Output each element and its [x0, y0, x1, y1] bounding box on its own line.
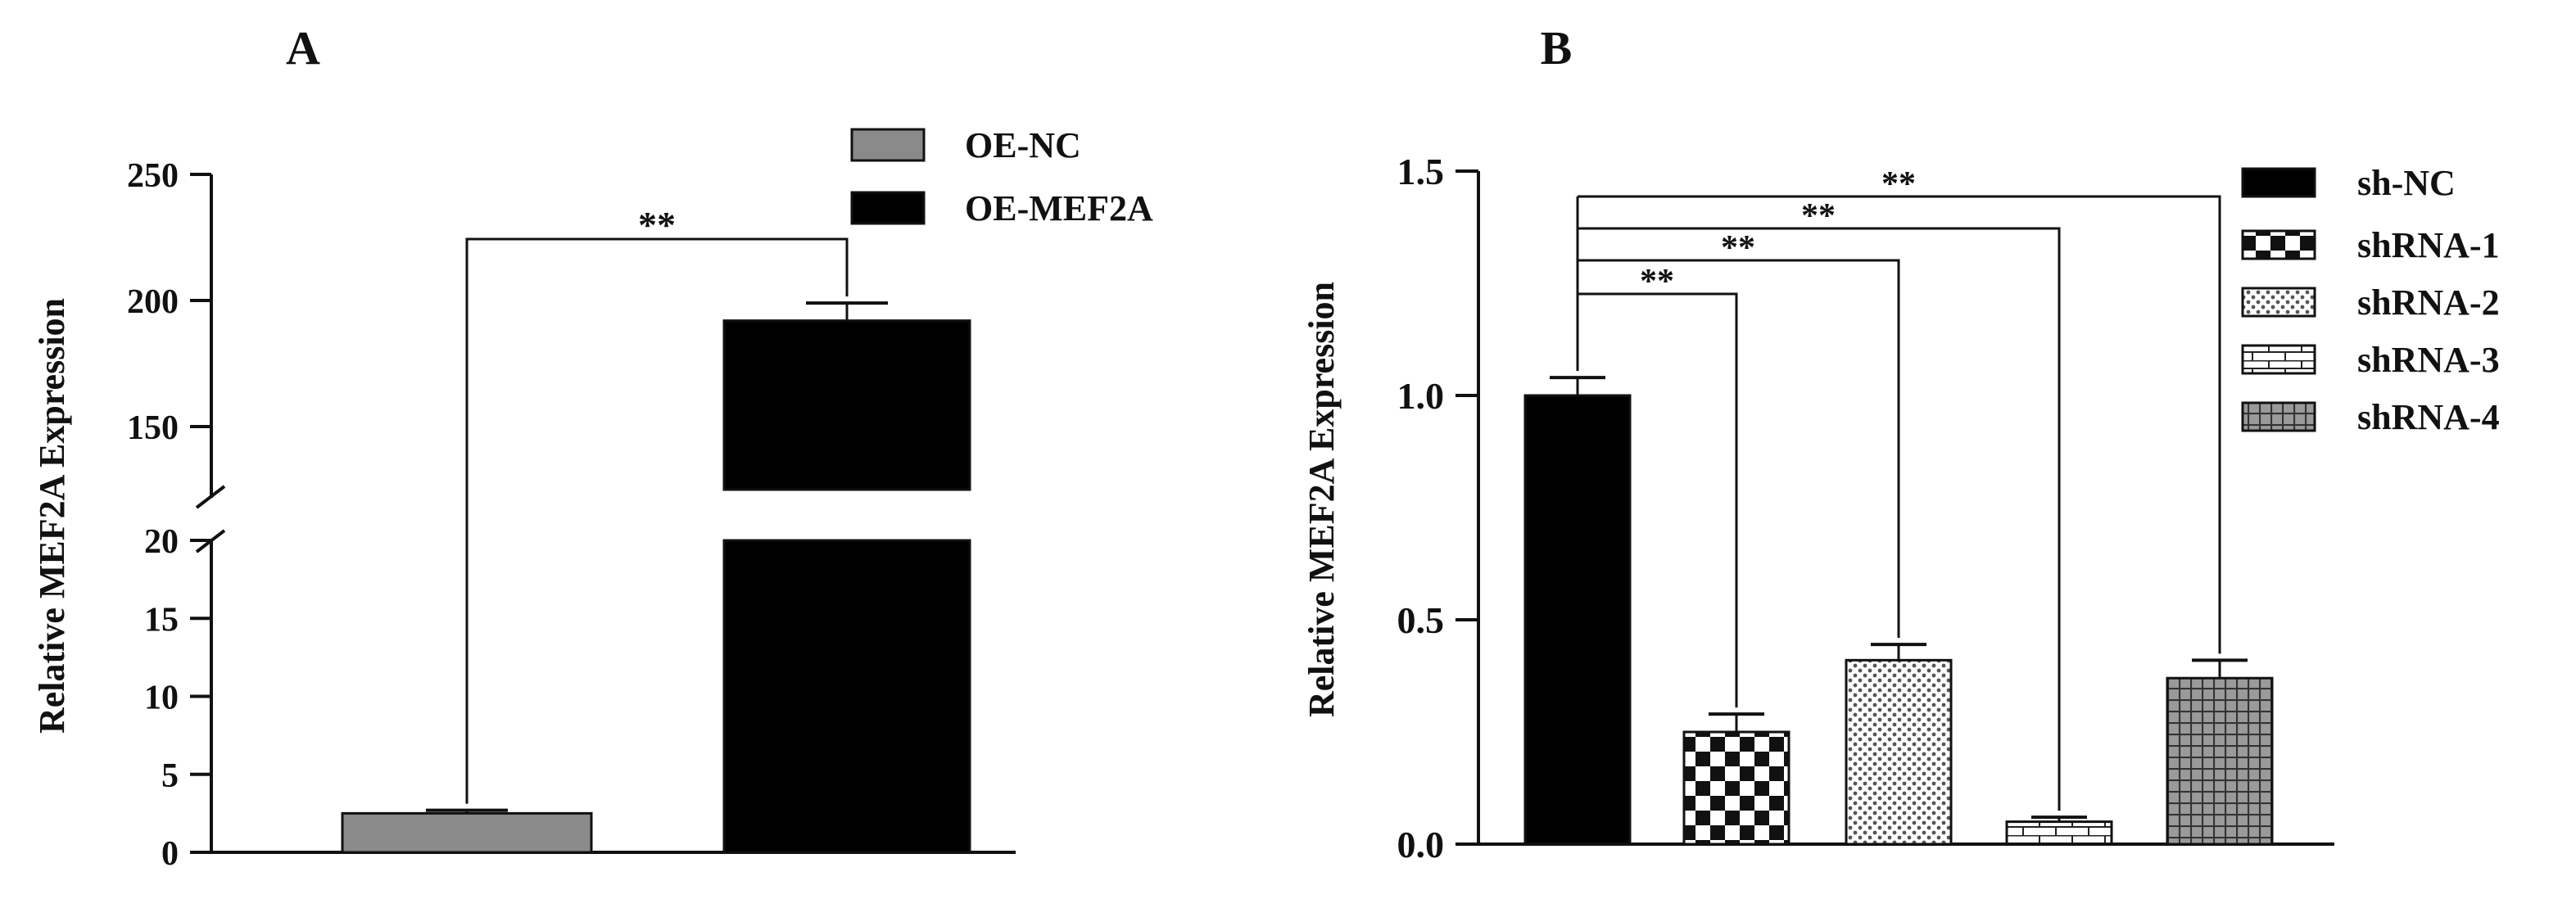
legend-label-shrna-1: shRNA-1 — [2357, 225, 2500, 265]
bar-oe-mef2a-upper — [722, 319, 971, 491]
legend-swatch-sh-nc — [2241, 167, 2316, 198]
bar-oe-mef2a-lower — [722, 539, 971, 854]
panel-a-label: A — [286, 21, 320, 75]
bar-sh-nc — [1523, 394, 1632, 846]
bar-shrna-3 — [2005, 820, 2113, 846]
y-tick-label: 250 — [127, 157, 179, 195]
panel-a-legend: OE-NC OE-MEF2A — [850, 125, 1153, 228]
bar-oe-nc — [341, 811, 593, 854]
legend-label-shrna-4: shRNA-4 — [2357, 397, 2500, 437]
panel-a-ylabel: Relative MEF2A Expression — [32, 298, 72, 734]
significance-label: ** — [638, 204, 676, 246]
significance-label: ** — [1801, 197, 1836, 235]
significance-bracket — [1578, 292, 1738, 708]
legend-swatch-oe-nc — [850, 128, 926, 162]
y-tick-label: 20 — [144, 523, 179, 561]
significance-bracket — [1578, 259, 1900, 639]
legend-label-sh-nc: sh-NC — [2357, 163, 2456, 203]
y-tick-label: 0.0 — [1397, 824, 1445, 865]
y-tick-label: 10 — [144, 680, 179, 717]
legend-label-shrna-2: shRNA-2 — [2357, 282, 2500, 323]
significance-bracket — [1578, 195, 2221, 654]
panel-b-chart: 0.0 0.5 1.0 1.5 ** ** ** ** — [1397, 151, 2334, 865]
legend-swatch-shrna-1 — [2241, 229, 2316, 260]
y-tick-label: 1.0 — [1397, 375, 1445, 417]
significance-bracket — [1578, 227, 2061, 811]
y-tick-label: 15 — [144, 601, 179, 639]
bar-shrna-1 — [1682, 730, 1791, 846]
panel-b-label: B — [1541, 21, 1573, 75]
legend-swatch-shrna-3 — [2241, 344, 2316, 375]
legend-swatch-oe-mef2a — [850, 191, 926, 225]
axis-break-mark — [195, 485, 226, 509]
y-tick-label: 1.5 — [1397, 151, 1445, 192]
y-tick-label: 200 — [127, 283, 179, 321]
panel-b-legend: sh-NC shRNA-1 shRNA-2 shRNA-3 shRNA-4 — [2241, 163, 2500, 437]
significance-label: ** — [1721, 229, 1755, 267]
significance-label: ** — [1640, 263, 1674, 300]
y-tick-label: 150 — [127, 409, 179, 447]
panel-a-chart: 0 5 10 15 20 150 200 250 ** — [127, 157, 1016, 873]
y-tick-label: 0 — [161, 835, 179, 873]
bar-shrna-4 — [2166, 676, 2274, 846]
legend-label-shrna-3: shRNA-3 — [2357, 340, 2500, 380]
y-tick-label: 5 — [161, 757, 179, 795]
legend-label-oe-nc: OE-NC — [965, 125, 1081, 165]
bar-shrna-2 — [1845, 658, 1953, 846]
legend-label-oe-mef2a: OE-MEF2A — [965, 188, 1153, 228]
y-tick-label: 0.5 — [1397, 599, 1445, 641]
significance-label: ** — [1881, 165, 1916, 203]
significance-bracket — [465, 237, 849, 804]
legend-swatch-shrna-4 — [2241, 401, 2316, 432]
panel-b-ylabel: Relative MEF2A Expression — [1302, 282, 1342, 717]
legend-swatch-shrna-2 — [2241, 287, 2316, 318]
